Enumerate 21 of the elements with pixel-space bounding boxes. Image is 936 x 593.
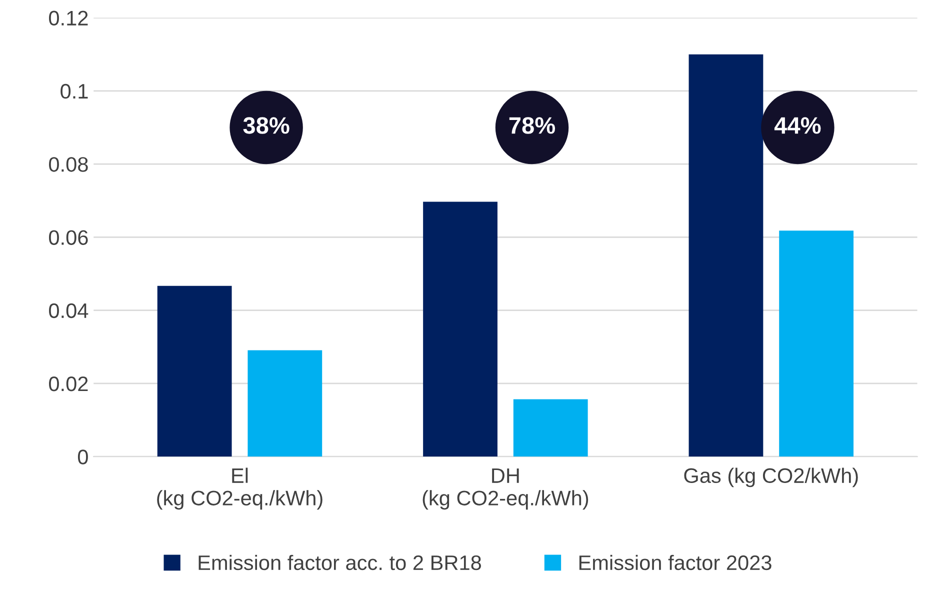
y-tick-label: 0 (78, 450, 88, 464)
bar (248, 350, 322, 457)
x-tick-label: El (kg CO2-eq./kWh) (157, 468, 322, 510)
y-tick-label: 0.02 (49, 376, 88, 392)
annotation: 78% (509, 117, 556, 134)
bar (157, 286, 232, 457)
bar (688, 54, 764, 457)
y-tick-label: 0.12 (49, 10, 88, 26)
legend-label: Emission factor acc. to 2 BR18 (198, 554, 482, 570)
y-tick-label: 0.1 (60, 84, 88, 99)
bar (423, 202, 498, 457)
y-tick-label: 0.04 (49, 303, 88, 318)
bar (513, 399, 588, 457)
annotation: 38% (243, 117, 290, 134)
y-tick-label: 0.06 (49, 230, 88, 245)
x-tick-label: DH (kg CO2-eq./kWh) (422, 468, 588, 510)
annotation: 44% (774, 117, 821, 134)
x-tick-label: Gas (kg CO2/kWh) (684, 468, 858, 488)
legend-label: Emission factor 2023 (579, 554, 772, 570)
bar (779, 230, 854, 457)
y-tick-label: 0.08 (49, 157, 88, 172)
